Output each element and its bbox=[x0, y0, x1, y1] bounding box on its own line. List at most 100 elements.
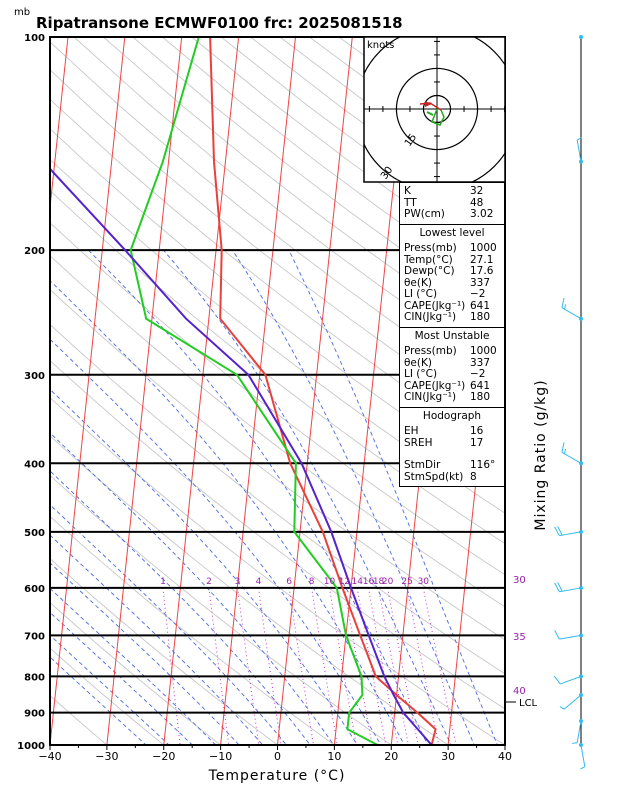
wind-barb-flag bbox=[572, 742, 578, 744]
mixing-ratio-line bbox=[343, 587, 373, 745]
stat-value: 17 bbox=[470, 436, 484, 449]
stat-label: θe(K) bbox=[404, 276, 432, 289]
pressure-tick-label: 800 bbox=[24, 672, 45, 683]
stat-row: θe(K) 337 bbox=[404, 357, 500, 370]
hodograph-unit: knots bbox=[367, 40, 394, 51]
moist-adiabat bbox=[50, 587, 217, 745]
wind-barb-flag bbox=[564, 448, 567, 454]
wind-barb-flag bbox=[564, 304, 567, 310]
dewpoint-line bbox=[129, 37, 379, 745]
mixing-ratio-line bbox=[378, 587, 409, 745]
pw-label: PW(cm) bbox=[404, 208, 445, 220]
dry-adiabat bbox=[50, 128, 505, 485]
stat-value: −2 bbox=[470, 288, 486, 300]
mixing-ratio-line bbox=[208, 587, 230, 745]
thermo-grid bbox=[50, 37, 505, 745]
theta-label: 30 bbox=[513, 575, 526, 586]
stat-row: EH 16 bbox=[404, 425, 500, 438]
most-unstable-box: Most Unstable Press(mb) 1000 θe(K) 337 LI (°… bbox=[399, 327, 505, 408]
tt-label: TT bbox=[404, 196, 417, 209]
temp-tick-label: 10 bbox=[327, 750, 341, 763]
dry-adiabat bbox=[50, 601, 222, 745]
stat-value: −2 bbox=[470, 368, 486, 380]
parcel-line bbox=[50, 167, 433, 745]
wind-barb-staff bbox=[560, 675, 582, 685]
wind-barb-flag bbox=[557, 582, 563, 592]
most-unstable-heading: Most Unstable bbox=[414, 329, 490, 342]
stat-label: LI (°C) bbox=[404, 368, 438, 380]
stat-value: 180 bbox=[470, 311, 491, 323]
mixing-ratio-label: 30 bbox=[418, 577, 430, 587]
moist-adiabat bbox=[288, 249, 498, 745]
mixing-ratio-line bbox=[406, 587, 440, 745]
pw-value: 3.02 bbox=[470, 208, 494, 220]
stat-row: CIN(Jkg⁻¹) 180 bbox=[404, 391, 500, 404]
mixing-ratio-label: 6 bbox=[286, 577, 292, 587]
dry-adiabat bbox=[50, 98, 505, 456]
moist-adiabat bbox=[50, 504, 288, 745]
pressure-tick-label: 400 bbox=[24, 459, 45, 470]
pressure-tick-label: 700 bbox=[24, 631, 45, 642]
theta-label: 35 bbox=[513, 632, 526, 643]
moist-adiabat bbox=[50, 562, 240, 745]
moist-adiabat bbox=[50, 634, 170, 745]
stat-label: LI (°C) bbox=[404, 288, 438, 300]
isotherm bbox=[50, 37, 69, 212]
moist-adiabat bbox=[50, 338, 382, 745]
wind-barb-flag bbox=[554, 582, 560, 592]
stat-value: 180 bbox=[470, 391, 491, 403]
indices-box: K 32 TT 48 PW(cm) 3.02 bbox=[399, 182, 505, 225]
dry-adiabat bbox=[50, 158, 505, 514]
pressure-tick-label: 500 bbox=[24, 528, 45, 539]
stat-value: 1000 bbox=[470, 242, 497, 254]
wind-barb-flag bbox=[580, 766, 586, 770]
stat-label: CIN(Jkg⁻¹) bbox=[404, 391, 457, 403]
temp-tick-label: −20 bbox=[152, 750, 175, 763]
mixing-ratio-line bbox=[329, 587, 357, 745]
lowest-level-box: Lowest level Press(mb) 1000 Temp(°C) 27.1 De… bbox=[399, 224, 505, 328]
stat-value: 1000 bbox=[470, 345, 497, 357]
mixing-ratio-line bbox=[311, 587, 338, 745]
moist-adiabat bbox=[232, 249, 475, 745]
mixing-ratio-label: 12 bbox=[339, 577, 350, 587]
dry-adiabat bbox=[50, 189, 505, 545]
stat-value: 116° bbox=[470, 459, 496, 471]
stat-label: StmSpd(kt) bbox=[404, 470, 464, 483]
mixing-ratio-line bbox=[368, 587, 399, 745]
k-label: K bbox=[404, 185, 411, 197]
storm-motion-arrow bbox=[425, 101, 432, 107]
isotherm bbox=[106, 37, 183, 745]
stat-row: CIN(Jkg⁻¹) 180 bbox=[404, 311, 500, 324]
tt-value: 48 bbox=[470, 196, 484, 209]
wind-barb-flag bbox=[553, 675, 561, 685]
wind-barb-staff bbox=[561, 451, 582, 464]
pressure-tick-label: 600 bbox=[24, 584, 45, 595]
dry-adiabat bbox=[50, 222, 505, 576]
temp-tick-label: 40 bbox=[498, 750, 512, 763]
dry-adiabat bbox=[50, 515, 336, 745]
lowest-level-heading: Lowest level bbox=[419, 226, 485, 239]
moist-adiabat bbox=[50, 388, 358, 745]
moist-adiabat bbox=[50, 470, 311, 745]
wind-barb-staff bbox=[563, 694, 582, 710]
stat-label: CAPE(Jkg⁻¹) bbox=[404, 299, 466, 312]
wind-barb-staff bbox=[561, 307, 582, 320]
k-value: 32 bbox=[470, 185, 484, 197]
moist-adiabat bbox=[50, 279, 405, 745]
stat-row: Press(mb) 1000 bbox=[404, 345, 500, 358]
stat-label: CAPE(Jkg⁻¹) bbox=[404, 379, 466, 392]
stat-row: Dewp(°C) 17.6 bbox=[404, 265, 500, 278]
mixing-ratio-label: 1 bbox=[160, 577, 166, 587]
lcl-label: LCL bbox=[519, 698, 538, 709]
stat-row: θe(K) 337 bbox=[404, 276, 500, 290]
stat-row: StmDir 116° bbox=[404, 459, 500, 472]
mixing-ratio-line bbox=[422, 587, 457, 745]
pressure-tick-label: 200 bbox=[24, 246, 45, 257]
mixing-ratio-label: 16 bbox=[363, 577, 375, 587]
dry-adiabat bbox=[50, 435, 449, 745]
wind-barb-staff bbox=[559, 634, 582, 640]
temp-tick-label: 0 bbox=[274, 750, 281, 763]
